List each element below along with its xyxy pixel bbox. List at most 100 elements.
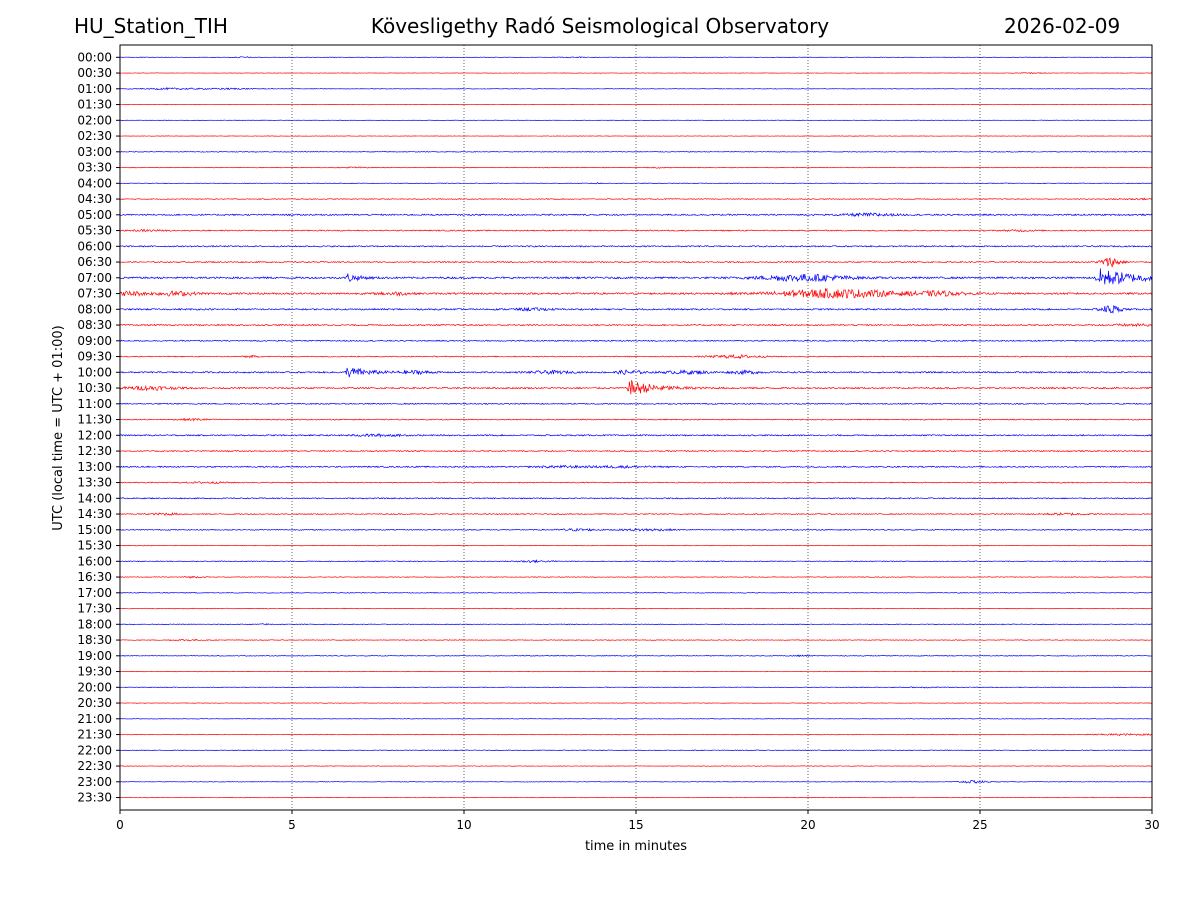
y-tick-label: 22:30 (77, 759, 112, 773)
trace-1330 (120, 480, 1152, 485)
trace-1530 (120, 544, 1152, 547)
trace-0700 (120, 268, 1152, 285)
observatory-title: Kövesligethy Radó Seismological Observat… (370, 14, 830, 38)
trace-2000 (120, 686, 1152, 689)
x-tick-label: 0 (116, 818, 124, 832)
y-tick-label: 21:00 (77, 712, 112, 726)
trace-1030 (120, 380, 1152, 395)
trace-1230 (120, 449, 1152, 453)
y-tick-label: 07:30 (77, 287, 112, 301)
y-axis-label: UTC (local time = UTC + 01:00) (51, 325, 66, 530)
trace-0330 (120, 166, 1152, 169)
y-tick-label: 09:30 (77, 350, 112, 364)
y-tick-label: 19:30 (77, 665, 112, 679)
trace-0730 (120, 287, 1152, 299)
x-tick-label: 25 (972, 818, 987, 832)
trace-0000 (120, 56, 1152, 59)
trace-1630 (120, 575, 1152, 579)
y-tick-label: 13:00 (77, 460, 112, 474)
trace-0100 (120, 87, 1152, 91)
trace-2200 (120, 749, 1152, 752)
y-tick-label: 18:30 (77, 633, 112, 647)
trace-2130 (120, 733, 1152, 737)
trace-2330 (120, 796, 1152, 799)
date-title: 2026-02-09 (1004, 14, 1121, 38)
y-tick-label: 23:00 (77, 775, 112, 789)
y-tick-label: 00:30 (77, 66, 112, 80)
trace-0400 (120, 182, 1152, 185)
trace-0930 (120, 353, 1152, 360)
y-tick-label: 14:30 (77, 507, 112, 521)
trace-0030 (120, 71, 1152, 75)
y-tick-label: 09:00 (77, 334, 112, 348)
trace-0600 (120, 245, 1152, 248)
x-tick-label: 15 (628, 818, 643, 832)
trace-1500 (120, 527, 1152, 532)
trace-0900 (120, 339, 1152, 342)
station-title: HU_Station_TIH (74, 14, 228, 38)
y-tick-label: 17:00 (77, 586, 112, 600)
y-tick-label: 21:30 (77, 728, 112, 742)
y-tick-label: 22:00 (77, 743, 112, 757)
y-tick-label: 10:30 (77, 381, 112, 395)
y-tick-label: 08:30 (77, 318, 112, 332)
trace-0530 (120, 229, 1152, 233)
y-tick-label: 20:00 (77, 680, 112, 694)
trace-1100 (120, 402, 1152, 405)
y-tick-label: 07:00 (77, 271, 112, 285)
y-tick-label: 06:00 (77, 239, 112, 253)
y-tick-label: 20:30 (77, 696, 112, 710)
trace-1400 (120, 497, 1152, 500)
y-tick-label: 16:00 (77, 554, 112, 568)
y-tick-label: 14:00 (77, 491, 112, 505)
y-tick-label: 23:30 (77, 791, 112, 805)
y-tick-label: 15:00 (77, 523, 112, 537)
traces (120, 56, 1152, 799)
trace-0430 (120, 197, 1152, 201)
x-tick-label: 30 (1144, 818, 1159, 832)
y-tick-label: 08:00 (77, 302, 112, 316)
y-tick-label: 16:30 (77, 570, 112, 584)
trace-1830 (120, 638, 1152, 642)
trace-0630 (120, 257, 1152, 268)
y-tick-label: 15:30 (77, 539, 112, 553)
y-tick-label: 04:30 (77, 192, 112, 206)
y-tick-label: 03:30 (77, 161, 112, 175)
y-tick-label: 04:00 (77, 176, 112, 190)
y-tick-label: 03:00 (77, 145, 112, 159)
y-tick-label: 12:30 (77, 444, 112, 458)
y-tick-label: 00:00 (77, 50, 112, 64)
y-tick-label: 05:30 (77, 224, 112, 238)
y-tick-label: 06:30 (77, 255, 112, 269)
y-tick-label: 12:00 (77, 428, 112, 442)
y-tick-label: 19:00 (77, 649, 112, 663)
trace-0800 (120, 305, 1152, 314)
trace-2300 (120, 779, 1152, 784)
trace-1800 (120, 623, 1152, 626)
trace-1130 (120, 417, 1152, 422)
y-tick-label: 02:30 (77, 129, 112, 143)
grid (291, 45, 981, 810)
trace-1600 (120, 559, 1152, 564)
y-tick-label: 13:30 (77, 476, 112, 490)
y-tick-label: 11:00 (77, 397, 112, 411)
trace-1700 (120, 592, 1152, 594)
trace-1900 (120, 654, 1152, 658)
y-tick-label: 01:00 (77, 82, 112, 96)
trace-0300 (120, 151, 1152, 153)
trace-0830 (120, 322, 1152, 328)
trace-1730 (120, 607, 1152, 610)
y-tick-label: 02:00 (77, 113, 112, 127)
y-tick-label: 18:00 (77, 617, 112, 631)
trace-1300 (120, 464, 1152, 469)
y-tick-label: 11:30 (77, 413, 112, 427)
trace-0500 (120, 212, 1152, 218)
x-tick-label: 10 (456, 818, 471, 832)
x-axis: 0 5 10 15 20 25 30 (116, 810, 1160, 832)
y-tick-label: 05:00 (77, 208, 112, 222)
trace-1000 (120, 367, 1152, 378)
trace-1200 (120, 433, 1152, 439)
y-tick-label: 17:30 (77, 602, 112, 616)
